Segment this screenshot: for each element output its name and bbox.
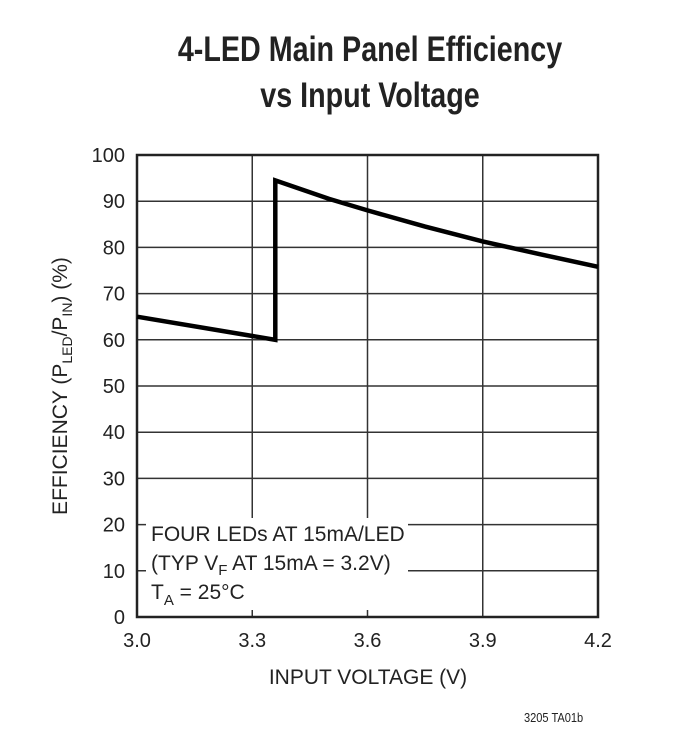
x-axis-label: INPUT VOLTAGE (V) [269, 666, 467, 689]
y-tick-label: 30 [103, 468, 125, 490]
y-tick-label: 50 [103, 376, 125, 398]
x-axis-ticks: 3.0 3.3 3.6 3.9 4.2 [123, 630, 612, 652]
y-tick-label: 20 [103, 515, 125, 537]
x-tick-label: 3.6 [354, 630, 382, 652]
svg-text:FOUR LEDs AT 15mA/LED: FOUR LEDs AT 15mA/LED [151, 523, 405, 546]
x-tick-label: 3.0 [123, 630, 151, 652]
y-tick-label: 40 [103, 422, 125, 444]
y-tick-label: 10 [103, 561, 125, 583]
efficiency-line [136, 177, 599, 343]
conditions-note: FOUR LEDs AT 15mA/LED (TYP VF AT 15mA = … [151, 523, 405, 609]
svg-text:(TYP VF AT 15mA = 3.2V): (TYP VF AT 15mA = 3.2V) [151, 552, 391, 579]
chart-subtitle: vs Input Voltage [260, 76, 480, 115]
note-background [146, 518, 408, 610]
chart-title: 4-LED Main Panel Efficiency [177, 30, 563, 69]
y-axis-ticks: 0 10 20 30 40 50 60 70 80 90 100 [92, 145, 125, 629]
y-tick-label: 100 [92, 145, 125, 167]
x-tick-label: 3.9 [469, 630, 497, 652]
plot-frame [135, 153, 600, 619]
y-tick-label: 0 [114, 607, 125, 629]
svg-text:TA = 25°C: TA = 25°C [151, 581, 245, 609]
x-tick-label: 3.3 [238, 630, 266, 652]
y-tick-label: 60 [103, 330, 125, 352]
y-tick-label: 80 [103, 237, 125, 259]
y-axis-label: EFFICIENCY (PLED/PIN) (%) [49, 257, 75, 515]
y-tick-label: 70 [103, 284, 125, 306]
y-tick-label: 90 [103, 191, 125, 213]
x-tick-label: 4.2 [584, 630, 612, 652]
figure-code: 3205 TA01b [524, 710, 584, 725]
